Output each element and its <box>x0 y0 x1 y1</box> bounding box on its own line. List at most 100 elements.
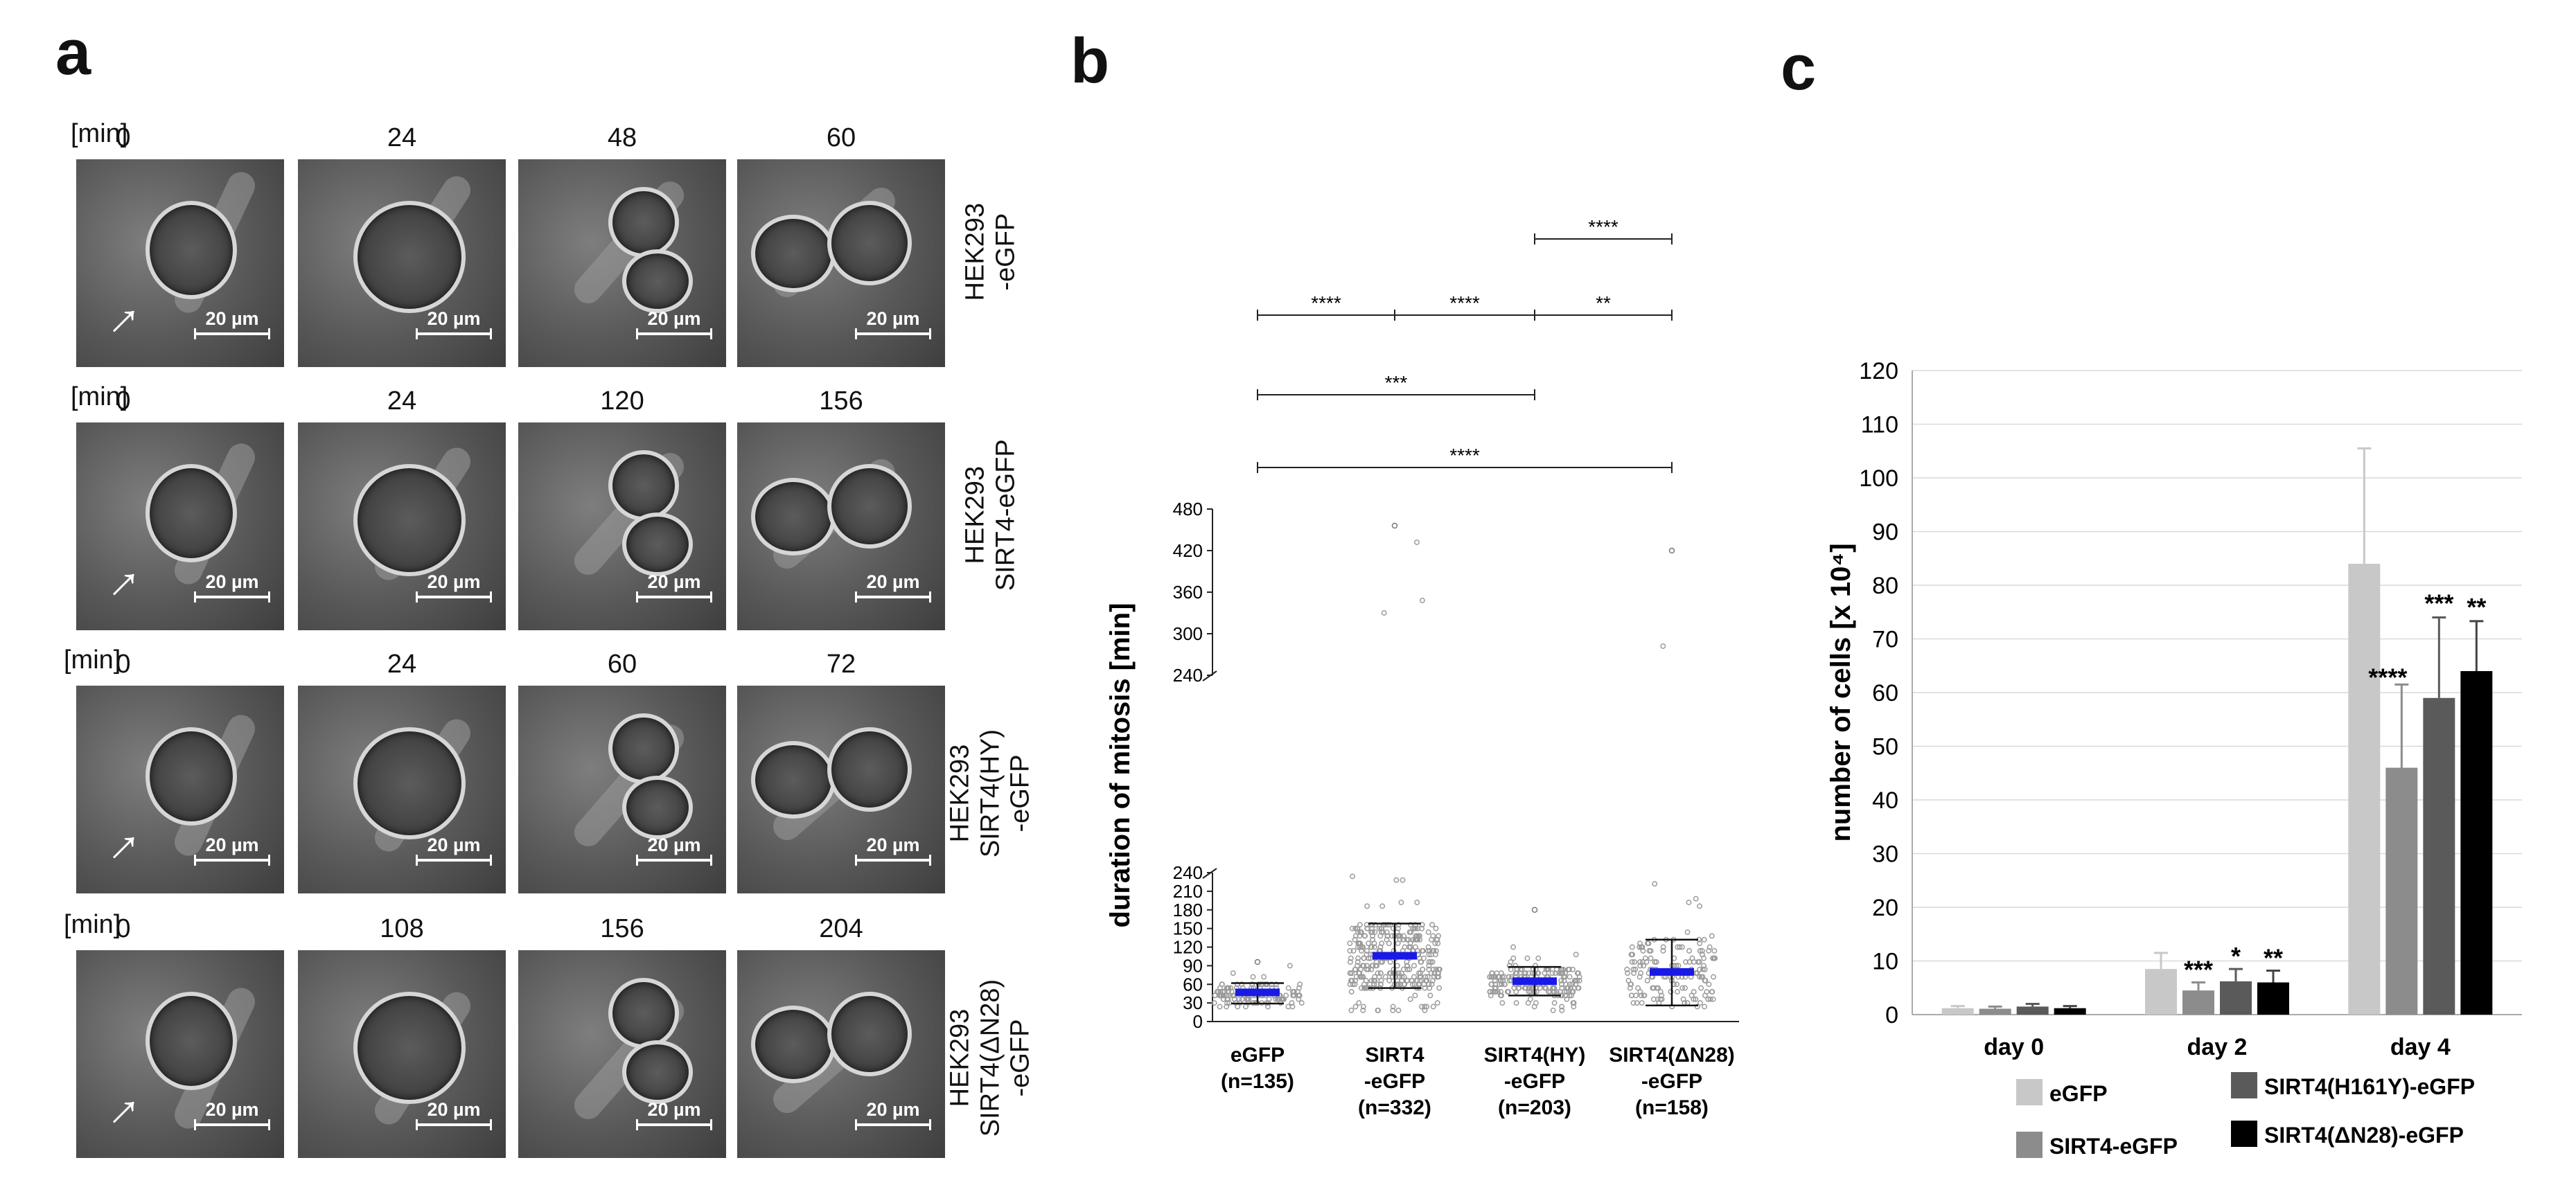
data-point <box>1701 963 1706 969</box>
cell <box>751 741 836 819</box>
data-point <box>1499 974 1506 980</box>
data-point <box>1550 1007 1556 1013</box>
data-point <box>1348 989 1355 995</box>
legend-label: SIRT4-eGFP <box>2049 1134 2178 1159</box>
data-point <box>1234 981 1240 988</box>
data-point <box>1624 966 1630 972</box>
arrow-icon: ↑ <box>98 291 155 346</box>
data-point <box>1431 947 1437 954</box>
data-point <box>1395 1007 1402 1013</box>
cell <box>145 464 237 562</box>
data-point <box>1239 996 1245 1002</box>
data-point <box>1682 985 1688 991</box>
scale-bar: 20 µm <box>416 1099 492 1130</box>
data-point <box>1510 944 1517 950</box>
data-point <box>1421 981 1427 988</box>
data-point <box>1347 970 1353 977</box>
data-point <box>1683 959 1688 965</box>
y-tick-label: 30 <box>1183 992 1203 1013</box>
y-tick-label: 150 <box>1173 918 1203 939</box>
data-point-max <box>1254 959 1261 965</box>
scale-bar-line <box>194 855 270 866</box>
data-point <box>1702 977 1708 983</box>
data-point-max <box>1668 547 1675 554</box>
data-point <box>1508 959 1514 965</box>
data-point <box>1386 977 1393 983</box>
data-point <box>1429 959 1436 965</box>
data-series-1 <box>1347 522 1443 1013</box>
y-tick-label: 420 <box>1173 540 1203 561</box>
x-tick-label: (n=203) <box>1498 1096 1571 1119</box>
cell <box>608 187 679 258</box>
timepoint-label: 24 <box>387 123 417 152</box>
data-point <box>1226 992 1232 999</box>
data-point <box>1357 974 1364 980</box>
x-tick-label: SIRT4(ΔN28) <box>1609 1044 1735 1067</box>
data-point <box>1361 985 1368 991</box>
data-point <box>1677 944 1683 950</box>
bar-SIRT4-eGFP <box>2385 767 2418 1015</box>
data-point <box>1513 1000 1519 1006</box>
data-point <box>1419 1004 1424 1010</box>
data-point <box>1391 970 1397 977</box>
scale-bar: 20 µm <box>855 835 931 866</box>
data-point <box>1409 981 1415 988</box>
data-point <box>1573 952 1579 958</box>
scale-bar: 20 µm <box>855 308 931 339</box>
data-point <box>1400 966 1406 972</box>
bar-eGFP <box>2348 564 2381 1015</box>
cell-line-label-line: HEK293 <box>945 1008 975 1107</box>
legend-swatch <box>2016 1079 2043 1105</box>
data-point <box>1707 996 1713 1002</box>
data-point <box>1350 947 1357 954</box>
scale-bar: 20 µm <box>194 571 270 603</box>
data-point <box>1387 959 1393 965</box>
significance-label: ** <box>2467 593 2486 621</box>
data-point <box>1551 985 1558 991</box>
y-tick-label: 60 <box>1183 974 1203 995</box>
significance-label: *** <box>1385 372 1408 393</box>
data-point <box>1429 977 1436 983</box>
scale-bar: 20 µm <box>636 571 712 603</box>
data-point <box>1400 877 1406 883</box>
bar-SIRT4(H161Y)-eGFP <box>2016 1006 2049 1015</box>
data-point <box>1217 985 1223 991</box>
y-tick-label: 10 <box>1872 949 1898 975</box>
data-point <box>1630 952 1636 958</box>
y-tick-label: 40 <box>1872 787 1898 814</box>
data-point-max <box>1531 907 1538 913</box>
timepoint-label: 48 <box>607 123 637 152</box>
data-point <box>1396 974 1402 980</box>
data-point <box>1699 947 1705 954</box>
data-point <box>1355 955 1361 961</box>
data-point <box>1433 925 1439 932</box>
bar-SIRT4(ΔN28)-eGFP <box>2054 1008 2086 1015</box>
data-point <box>1390 1004 1396 1010</box>
data-point <box>1374 963 1380 969</box>
y-tick-label: 60 <box>1872 680 1898 706</box>
scale-bar-line <box>416 591 492 603</box>
cell <box>145 992 237 1090</box>
data-point <box>1395 922 1402 928</box>
scale-bar-label: 20 µm <box>647 835 701 855</box>
data-point <box>1638 970 1644 977</box>
data-point <box>1360 1007 1366 1013</box>
data-point <box>1384 929 1390 935</box>
scale-bar-line <box>855 855 931 866</box>
data-point <box>1693 996 1699 1002</box>
data-point <box>1368 944 1375 950</box>
data-point <box>1569 992 1575 999</box>
data-point <box>1263 981 1269 988</box>
data-point <box>1283 992 1289 999</box>
data-point <box>1425 929 1431 935</box>
data-point <box>1217 1004 1223 1010</box>
data-point <box>1412 992 1418 999</box>
data-point <box>1357 941 1363 947</box>
cell-line-label: HEK293 SIRT4(ΔN28) -eGFP <box>945 954 1036 1162</box>
data-point <box>1266 996 1272 1002</box>
data-point <box>1660 947 1666 954</box>
data-point <box>1230 970 1236 977</box>
scale-bar-label: 20 µm <box>866 571 920 592</box>
data-point <box>1574 977 1580 983</box>
significance-label: *** <box>2184 956 2213 984</box>
